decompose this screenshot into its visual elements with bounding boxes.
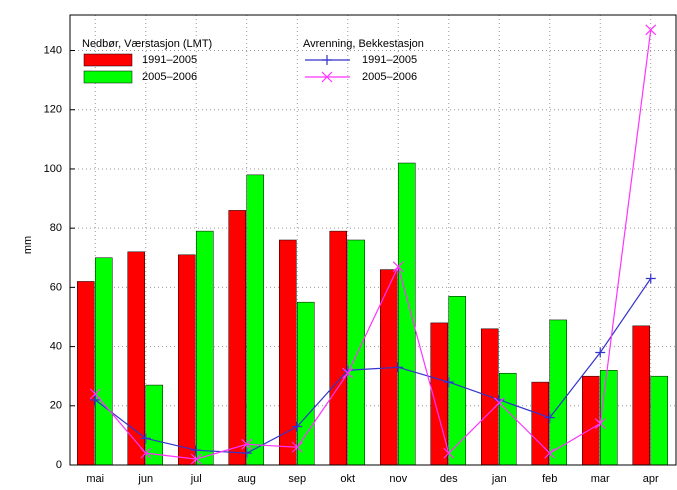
bar	[549, 319, 567, 466]
plot-frame	[69, 14, 677, 466]
point-marker	[544, 447, 556, 459]
point-marker	[443, 447, 455, 459]
x-tick-label: mar	[591, 473, 610, 485]
point-marker	[392, 261, 404, 273]
bar	[77, 281, 95, 466]
x-tick-label: mai	[86, 473, 104, 485]
y-tick-label: 60	[50, 281, 62, 293]
y-tick-label: 140	[44, 44, 62, 56]
point-marker	[241, 438, 253, 450]
x-tick-label: jul	[190, 473, 202, 485]
x-tick-label: jan	[491, 473, 507, 485]
bar	[196, 230, 214, 466]
x-tick-label: nov	[389, 473, 407, 485]
bar	[531, 381, 549, 466]
bar	[448, 296, 466, 466]
x-tick-label: des	[440, 473, 458, 485]
point-marker	[493, 397, 505, 409]
bar	[600, 370, 618, 466]
point-marker	[292, 421, 303, 432]
line	[94, 29, 652, 460]
point-marker	[291, 441, 303, 453]
x-tick-label: okt	[340, 473, 355, 485]
bar	[398, 162, 416, 466]
point-marker	[140, 447, 152, 459]
legend-label: 1991–2005	[362, 54, 417, 66]
point-marker	[443, 377, 454, 388]
point-marker	[594, 418, 606, 429]
point-marker	[342, 367, 354, 379]
y-axis-label: mm	[22, 236, 34, 254]
point-marker	[190, 453, 202, 465]
point-marker	[241, 448, 252, 459]
y-tick-label: 40	[50, 340, 62, 352]
legend-label: 2005–2006	[142, 71, 197, 83]
bar	[246, 174, 264, 466]
y-tick-label: 100	[44, 163, 62, 175]
bar	[499, 372, 517, 466]
bar	[650, 375, 668, 466]
bar	[329, 230, 347, 466]
point-marker	[645, 24, 657, 36]
bar	[178, 254, 196, 466]
y-tick-label: 0	[56, 459, 62, 471]
point-marker	[140, 433, 151, 444]
point-marker	[595, 347, 606, 358]
y-tick-label: 80	[50, 222, 62, 234]
y-tick-label: 120	[44, 104, 62, 116]
bar	[347, 239, 365, 466]
bar	[632, 325, 650, 466]
point-marker	[191, 445, 202, 456]
legend-swatch	[83, 70, 133, 84]
point-marker	[544, 412, 555, 423]
point-marker	[393, 362, 404, 373]
bar	[95, 257, 113, 466]
point-marker	[90, 394, 101, 405]
y-tick-label: 20	[50, 400, 62, 412]
bar	[297, 301, 315, 466]
x-tick-label: feb	[542, 473, 557, 485]
x-tick-label: apr	[643, 473, 659, 485]
legend-label: 1991–2005	[142, 54, 197, 66]
legend-swatch	[83, 53, 133, 67]
legend-title: Avrenning, Bekkestasjon	[303, 38, 424, 50]
legend-marker	[322, 55, 332, 65]
legend-marker	[321, 71, 333, 83]
bar	[228, 210, 246, 466]
point-marker	[89, 388, 101, 400]
bar	[127, 251, 145, 466]
x-tick-label: jun	[137, 473, 153, 485]
legend-label: 2005–2006	[362, 71, 417, 83]
line	[94, 278, 652, 454]
legend-title: Nedbør, Værstasjon (LMT)	[82, 38, 212, 50]
x-tick-label: aug	[238, 473, 256, 485]
x-tick-label: sep	[288, 473, 306, 485]
point-marker	[645, 273, 656, 284]
